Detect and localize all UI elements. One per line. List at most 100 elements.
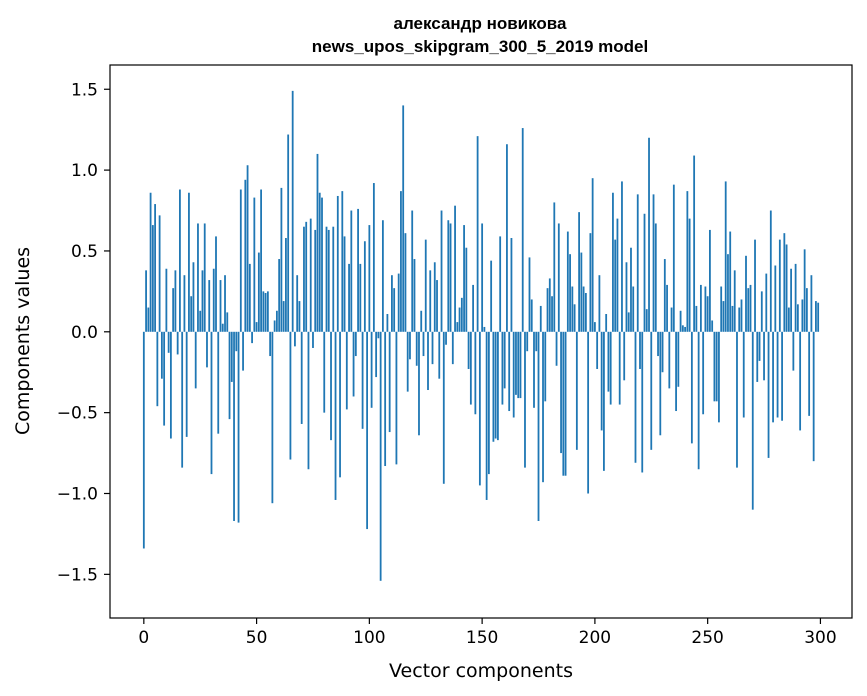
bar [402,105,405,332]
bar [704,286,707,332]
x-tick-label: 50 [246,628,268,648]
bar [639,331,641,369]
bar [672,184,675,332]
bar [384,331,387,467]
bar [670,307,673,332]
bar [544,331,547,402]
bar [282,301,285,332]
bar [321,197,323,332]
bar [422,331,425,357]
bar [562,331,565,476]
bar [772,331,774,423]
bar [663,259,666,332]
bar [530,299,533,332]
bar [650,331,653,450]
bar [474,331,477,415]
bar [377,331,380,339]
bar [569,254,571,332]
bar [508,331,511,412]
bar [580,252,583,332]
bar [808,331,811,416]
bar [350,210,353,332]
bar [323,331,326,413]
bar [515,331,517,395]
bar [760,291,763,332]
bar [506,144,508,332]
bar [142,331,145,549]
bar [190,296,193,332]
bar [352,331,355,397]
bar [237,331,240,523]
bar [776,331,779,418]
bar [257,252,260,332]
bar [289,331,292,460]
bar [208,280,211,332]
bar [722,301,725,332]
y-axis-label: Components values [12,247,34,435]
bar [758,331,761,361]
bar [503,331,506,389]
y-axis-ticks: 1.5 1.0 0.5 0.0 −0.5 −1.0 −1.5 [57,80,110,585]
bar [201,270,204,332]
bar [388,331,391,433]
bar [465,247,468,332]
bar [400,191,402,332]
bar [810,275,813,332]
bar [147,307,150,332]
bar [587,331,590,494]
bar [151,225,154,332]
bar [309,218,312,332]
bar [724,181,727,332]
bar [483,326,486,332]
bar [778,239,781,332]
bar [418,331,420,436]
bar [411,210,414,332]
bar [294,331,296,347]
bar [749,284,752,332]
bar [235,331,238,352]
bar [742,331,745,418]
bar [420,310,423,332]
bar [575,331,578,450]
bar [720,286,723,332]
bar [603,331,605,471]
bar [578,212,580,332]
bar [675,331,677,412]
bar [300,331,303,424]
bar [738,307,741,332]
bar [781,331,783,421]
bar [774,265,777,332]
bar [314,229,317,332]
bar [661,331,664,373]
bar [794,263,797,332]
bar [548,278,551,332]
bar [269,331,272,357]
bar [571,286,574,332]
bar [197,223,199,332]
bar [767,331,770,458]
bar [729,231,732,332]
bar [438,331,441,379]
bar [206,331,208,368]
bar [194,331,197,389]
bar [375,331,378,378]
bar [765,273,768,332]
x-tick-label: 150 [466,628,498,648]
bar [253,197,256,332]
bar [336,195,339,332]
bar [307,331,310,470]
bar [596,331,599,369]
bar [291,90,294,332]
bar [591,178,594,332]
bar [154,204,156,332]
x-tick-label: 250 [691,628,723,648]
bar [618,331,621,405]
bar [745,255,747,332]
bar [332,226,335,332]
bar [659,331,662,436]
bar [787,307,790,332]
bar [415,331,418,366]
bar [533,331,535,408]
bar [251,331,253,344]
bar [354,331,357,357]
